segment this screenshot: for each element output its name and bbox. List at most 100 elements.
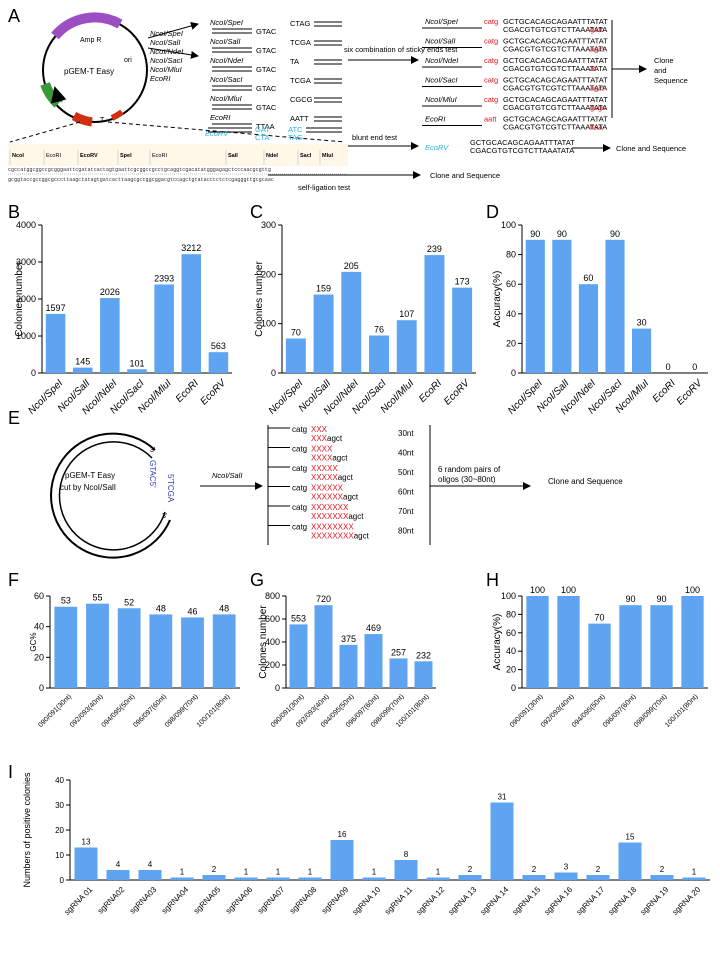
bar-value-sgrna03: 4 <box>148 860 153 869</box>
plasmid-map-a: Amp R pGEM-T Easy ori T <box>9 12 346 143</box>
category-label-sgrna03: sgRNA03 <box>128 885 159 916</box>
ecorv-label: EcoRV <box>205 129 229 138</box>
category-label-sgrna05: sgRNA05 <box>192 885 223 916</box>
y-tick-label: 20 <box>506 338 516 348</box>
bar-096-097-60nt <box>364 634 383 688</box>
pairs-label-1: 6 random pairs of <box>438 465 501 474</box>
bar-value-098-099-70nt: 257 <box>391 647 406 657</box>
product-enzyme-4: NcoI/MluI <box>425 95 457 104</box>
category-label-092-093-40nt: 092/093(40nt) <box>69 693 105 729</box>
cut-plasmid-outer <box>50 432 171 559</box>
product-insert-top-5: GCTGCACAGCAGAATTTATAT <box>503 115 608 124</box>
bar-value-ncoi-mlui: 30 <box>637 318 647 328</box>
bar-sgrna-13 <box>458 875 482 880</box>
y-tick-label: 20 <box>55 826 64 835</box>
f1-segment <box>40 82 62 108</box>
bar-ncoi-mlui <box>632 328 652 373</box>
y-axis-label: Numbers of positive colonies <box>22 772 32 888</box>
bar-value-ecorv: 173 <box>455 277 470 287</box>
oligo-top-x-4: XXXXXXX <box>311 503 349 512</box>
bar-value-sgrna-12: 1 <box>436 868 441 877</box>
category-label-100-101-80nt: 100/101(80nt) <box>196 693 232 729</box>
y-tick-label: 3000 <box>16 257 36 267</box>
y-tick-label: 60 <box>506 279 516 289</box>
site-label-ecori-1: EcoRI <box>46 153 61 159</box>
ecorv-top: GAT <box>255 125 270 134</box>
oligo-top-x-2: XXXXX <box>311 464 338 473</box>
product-right-tag-3: agct <box>590 84 605 93</box>
y-tick-label: 400 <box>265 637 280 647</box>
bar-096-097-60nt <box>149 614 173 688</box>
panel-label-f: F <box>8 570 19 590</box>
bar-094-095-50nt <box>588 623 611 688</box>
oligo-bottom-4: XXXXXXXagct <box>311 512 364 521</box>
bar-value-sgrna08: 1 <box>308 868 313 877</box>
enzyme-list-3: NcoI/SacI <box>150 56 183 65</box>
site-label-ecorv-2: EcoRV <box>80 153 98 159</box>
overhang-right-4: CGCG <box>290 95 313 104</box>
oligo-len-0: 30nt <box>398 429 414 438</box>
bar-sgrna-19 <box>650 875 674 880</box>
y-tick-label: 100 <box>261 319 276 329</box>
bar-value-ncoi-sali: 159 <box>316 284 331 294</box>
oligo-top-prefix-1: catg <box>292 445 307 454</box>
product-left-tag-0: catg <box>484 17 498 26</box>
bar-sgrna-18 <box>618 842 642 880</box>
enzyme-list-1: NcoI/SalI <box>150 38 180 47</box>
y-tick-label: 200 <box>261 269 276 279</box>
digest-enzyme-1: NcoI/SalI <box>210 37 240 46</box>
bar-100-101-80nt <box>212 614 236 688</box>
overhang-right-2: TA <box>290 57 299 66</box>
bar-value-100-101-80nt: 232 <box>416 650 431 660</box>
overhang-left-1: GTAC <box>256 46 277 55</box>
bar-098-099-70nt <box>389 658 408 688</box>
panel-a: A Amp R pGEM-T Easy ori T NcoI EcoRI EcoRV… <box>8 6 688 192</box>
mcs-top-strand: cgccatggcggccgcgggaattcgatatcactagtgaatt… <box>8 167 271 173</box>
product-left-tag-5: aatt <box>484 115 497 124</box>
site-label-ndei-6: NdeI <box>266 153 278 159</box>
oligo-top-x-3: XXXXXX <box>311 484 344 493</box>
bar-sgrna07 <box>266 877 290 880</box>
digest-enzyme-2: NcoI/NdeI <box>210 56 243 65</box>
chart-d: 020406080100Accuracy(%)90NcoI/SpeI90NcoI… <box>492 220 708 417</box>
y-tick-label: 10 <box>55 851 64 860</box>
bar-value-sgrna-17: 2 <box>596 865 601 874</box>
digest-enzyme-4: NcoI/MluI <box>210 94 242 103</box>
bar-value-sgrna06: 1 <box>244 868 249 877</box>
prime3-bottom: 3' <box>162 513 167 520</box>
category-label-sgrna-12: sgRNA 12 <box>415 885 447 917</box>
bar-ecorv <box>452 287 473 373</box>
overhang-left-4: GTAC <box>256 103 277 112</box>
oligo-top-prefix-5: catg <box>292 523 307 532</box>
bar-094-095-50nt <box>117 608 141 688</box>
bar-ncoi-mlui <box>154 284 174 373</box>
category-label-098-099-70nt: 098/099(70nt) <box>164 693 200 729</box>
bar-value-sgrna-11: 8 <box>404 850 409 859</box>
bar-sgrna08 <box>298 877 322 880</box>
ori-label: ori <box>124 57 132 64</box>
prime3-top: 3' <box>150 447 155 454</box>
bar-sgrna09 <box>330 840 354 880</box>
bar-value-094-095-50nt: 70 <box>594 613 604 623</box>
plasmid-name-a: pGEM-T Easy <box>64 67 114 76</box>
product-enzyme-3: NcoI/SacI <box>425 76 458 85</box>
product-insert-top-3: GCTGCACAGCAGAATTTATAT <box>503 76 608 85</box>
bar-value-ncoi-mlui: 2393 <box>154 273 174 283</box>
ecorv-top-2: ATC <box>288 125 303 134</box>
bar-092-093-40nt <box>86 603 109 688</box>
ecorv-product-label: EcoRV <box>425 143 449 152</box>
enzyme-list-2: NcoI/NdeI <box>150 47 183 56</box>
bar-value-ncoi-saci: 101 <box>129 358 144 368</box>
bar-sgrna03 <box>138 870 162 880</box>
bar-value-098-099-70nt: 90 <box>656 594 666 604</box>
bar-sgrna-16 <box>554 872 578 880</box>
y-axis-label: Colonies number <box>254 261 265 337</box>
ecorv-bottom: CTA <box>255 133 269 142</box>
bar-value-090-091-30nt: 53 <box>61 596 71 606</box>
bar-value-sgrna07: 1 <box>276 868 281 877</box>
site-label-ncoi-0: NcoI <box>12 153 24 159</box>
category-label-sgrna-10: sgRNA 10 <box>351 885 383 917</box>
category-label-sgrna02: sgRNA02 <box>96 885 127 916</box>
